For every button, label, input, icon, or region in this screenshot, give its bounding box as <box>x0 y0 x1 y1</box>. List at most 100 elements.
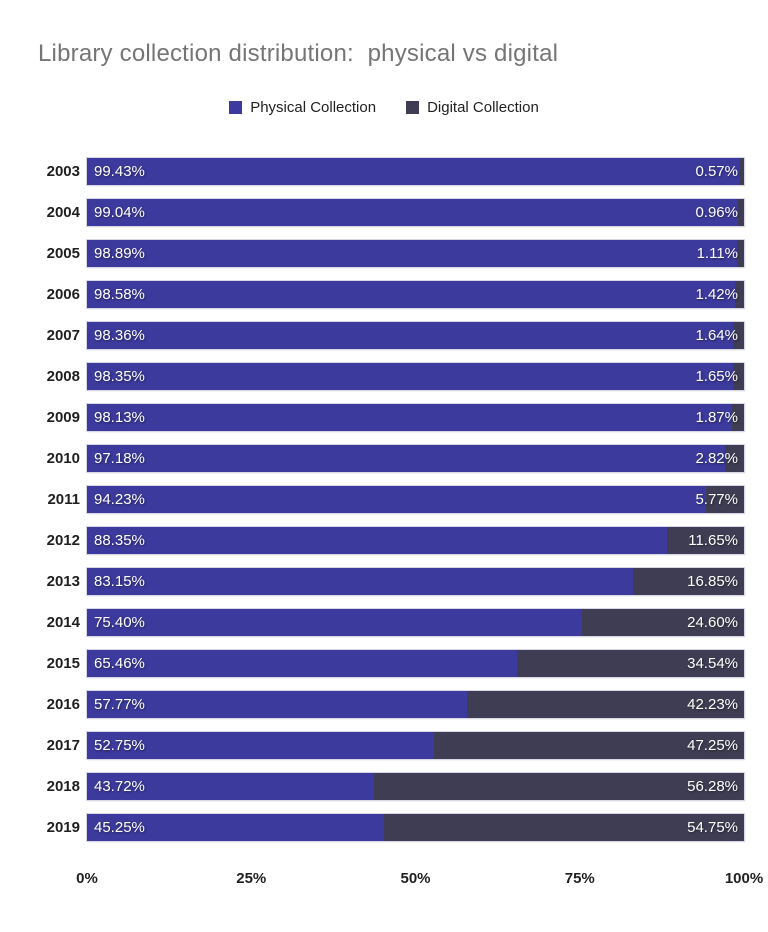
digital-segment[interactable] <box>667 527 744 554</box>
bar-row: 2010 97.18% 2.82% <box>0 445 768 472</box>
bar-row: 2015 65.46% 34.54% <box>0 650 768 677</box>
digital-segment[interactable] <box>740 158 744 185</box>
stacked-bar[interactable]: 75.40% 24.60% <box>87 609 744 636</box>
physical-value-label: 99.04% <box>94 204 145 221</box>
digital-segment[interactable] <box>736 240 744 267</box>
physical-value-label: 94.23% <box>94 491 145 508</box>
digital-value-label: 1.65% <box>695 368 738 385</box>
stacked-bar[interactable]: 99.04% 0.96% <box>87 199 744 226</box>
bar-row: 2005 98.89% 1.11% <box>0 240 768 267</box>
physical-value-label: 45.25% <box>94 819 145 836</box>
physical-segment[interactable]: 83.15% <box>87 568 634 595</box>
stacked-bar[interactable]: 45.25% 54.75% <box>87 814 744 841</box>
physical-segment[interactable]: 99.43% <box>87 158 741 185</box>
digital-value-label: 24.60% <box>687 614 738 631</box>
stacked-bar[interactable]: 43.72% 56.28% <box>87 773 744 800</box>
physical-value-label: 98.89% <box>94 245 145 262</box>
digital-segment[interactable] <box>734 281 744 308</box>
physical-segment[interactable]: 88.35% <box>87 527 668 554</box>
year-label: 2004 <box>46 204 80 221</box>
digital-segment[interactable] <box>384 814 744 841</box>
year-label: 2005 <box>46 245 80 262</box>
digital-value-label: 1.42% <box>695 286 738 303</box>
year-label: 2007 <box>46 327 80 344</box>
x-axis-tick: 100% <box>724 870 764 887</box>
stacked-bar[interactable]: 98.13% 1.87% <box>87 404 744 431</box>
legend-item-physical[interactable]: Physical Collection <box>229 99 376 116</box>
digital-segment[interactable] <box>633 568 744 595</box>
digital-value-label: 11.65% <box>688 532 738 549</box>
physical-segment[interactable]: 52.75% <box>87 732 434 759</box>
stacked-bar[interactable]: 98.89% 1.11% <box>87 240 744 267</box>
bar-row: 2009 98.13% 1.87% <box>0 404 768 431</box>
physical-value-label: 98.35% <box>94 368 145 385</box>
digital-value-label: 34.54% <box>687 655 738 672</box>
physical-value-label: 98.13% <box>94 409 145 426</box>
physical-segment[interactable]: 98.36% <box>87 322 734 349</box>
digital-value-label: 54.75% <box>687 819 738 836</box>
stacked-bar[interactable]: 99.43% 0.57% <box>87 158 744 185</box>
digital-segment[interactable] <box>737 199 744 226</box>
stacked-bar[interactable]: 94.23% 5.77% <box>87 486 744 513</box>
physical-value-label: 65.46% <box>94 655 145 672</box>
stacked-bar[interactable]: 98.35% 1.65% <box>87 363 744 390</box>
bar-row: 2018 43.72% 56.28% <box>0 773 768 800</box>
year-label: 2016 <box>46 696 80 713</box>
stacked-bar[interactable]: 98.36% 1.64% <box>87 322 744 349</box>
legend-label-digital: Digital Collection <box>427 99 539 116</box>
year-label: 2011 <box>47 491 80 508</box>
digital-segment[interactable] <box>582 609 744 636</box>
digital-segment[interactable] <box>374 773 744 800</box>
x-axis-tick: 0% <box>76 870 98 887</box>
digital-segment[interactable] <box>466 691 744 718</box>
chart-title: Library collection distribution: physica… <box>38 40 559 67</box>
digital-segment[interactable] <box>433 732 744 759</box>
stacked-bar[interactable]: 83.15% 16.85% <box>87 568 744 595</box>
physical-value-label: 57.77% <box>94 696 145 713</box>
stacked-bar[interactable]: 52.75% 47.25% <box>87 732 744 759</box>
legend-swatch-physical-icon <box>229 101 243 114</box>
year-label: 2019 <box>46 819 80 836</box>
stacked-bar[interactable]: 65.46% 34.54% <box>87 650 744 677</box>
stacked-bar[interactable]: 98.58% 1.42% <box>87 281 744 308</box>
year-label: 2018 <box>46 778 80 795</box>
bar-row: 2019 45.25% 54.75% <box>0 814 768 841</box>
physical-segment[interactable]: 57.77% <box>87 691 467 718</box>
digital-value-label: 16.85% <box>687 573 738 590</box>
physical-segment[interactable]: 98.89% <box>87 240 737 267</box>
physical-segment[interactable]: 99.04% <box>87 199 738 226</box>
digital-value-label: 0.96% <box>695 204 738 221</box>
legend-item-digital[interactable]: Digital Collection <box>406 99 539 116</box>
year-label: 2012 <box>46 532 80 549</box>
physical-segment[interactable]: 98.35% <box>87 363 734 390</box>
digital-segment[interactable] <box>706 486 744 513</box>
physical-segment[interactable]: 97.18% <box>87 445 726 472</box>
year-label: 2013 <box>46 573 80 590</box>
digital-value-label: 1.87% <box>695 409 738 426</box>
physical-segment[interactable]: 75.40% <box>87 609 583 636</box>
digital-segment[interactable] <box>733 363 744 390</box>
physical-segment[interactable]: 94.23% <box>87 486 707 513</box>
legend-swatch-digital-icon <box>406 101 420 114</box>
x-axis: 0% 25% 50% 75% 100% <box>76 870 763 890</box>
digital-segment[interactable] <box>731 404 744 431</box>
stacked-bar[interactable]: 88.35% 11.65% <box>87 527 744 554</box>
physical-value-label: 98.36% <box>94 327 145 344</box>
digital-segment[interactable] <box>725 445 744 472</box>
bar-row: 2011 94.23% 5.77% <box>0 486 768 513</box>
stacked-bar[interactable]: 97.18% 2.82% <box>87 445 744 472</box>
physical-value-label: 83.15% <box>94 573 145 590</box>
digital-segment[interactable] <box>517 650 744 677</box>
physical-value-label: 97.18% <box>94 450 145 467</box>
digital-value-label: 5.77% <box>695 491 738 508</box>
physical-segment[interactable]: 98.13% <box>87 404 732 431</box>
stacked-bar[interactable]: 57.77% 42.23% <box>87 691 744 718</box>
physical-segment[interactable]: 65.46% <box>87 650 518 677</box>
legend-label-physical: Physical Collection <box>250 99 377 116</box>
year-label: 2015 <box>46 655 80 672</box>
digital-segment[interactable] <box>733 322 744 349</box>
physical-segment[interactable]: 45.25% <box>87 814 385 841</box>
physical-segment[interactable]: 43.72% <box>87 773 375 800</box>
physical-segment[interactable]: 98.58% <box>87 281 735 308</box>
